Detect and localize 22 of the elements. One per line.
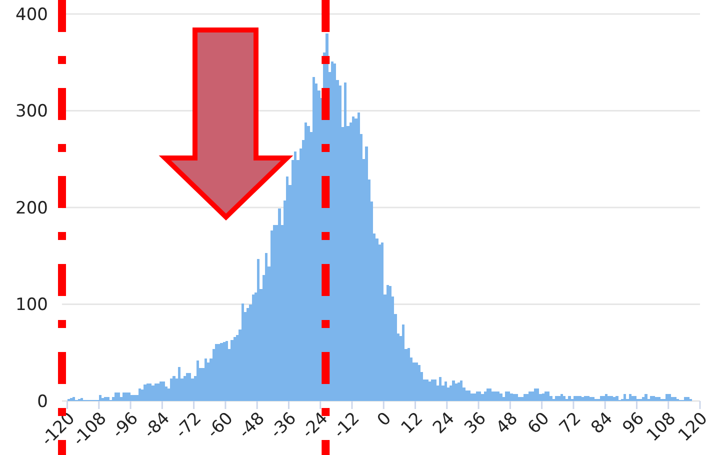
y-tick-label: 200 <box>16 198 48 218</box>
x-tick-label: 36 <box>460 408 490 438</box>
y-tick-label: 300 <box>16 102 48 122</box>
y-tick-label: 0 <box>37 392 48 412</box>
x-tick-label: -12 <box>330 408 364 442</box>
x-tick-label: -72 <box>172 408 206 442</box>
x-tick-label: -60 <box>203 408 238 442</box>
x-tick-label: -84 <box>140 408 174 442</box>
x-tick-label: -36 <box>266 408 300 442</box>
x-tick-label: 24 <box>429 408 459 438</box>
y-tick-label: 400 <box>16 4 48 25</box>
x-tick-label: 84 <box>587 408 617 438</box>
x-tick-label: -96 <box>108 408 142 442</box>
y-tick-label: 100 <box>16 295 48 316</box>
x-tick-label: -24 <box>298 408 332 442</box>
x-tick-label: 0 <box>374 408 396 430</box>
x-tick-label: 12 <box>398 408 428 438</box>
x-tick-label: 72 <box>556 408 586 438</box>
x-tick-label: -48 <box>235 408 269 442</box>
x-tick-label: 48 <box>492 408 522 438</box>
x-tick-label: 120 <box>674 408 710 446</box>
x-tick-label: 60 <box>524 408 554 438</box>
